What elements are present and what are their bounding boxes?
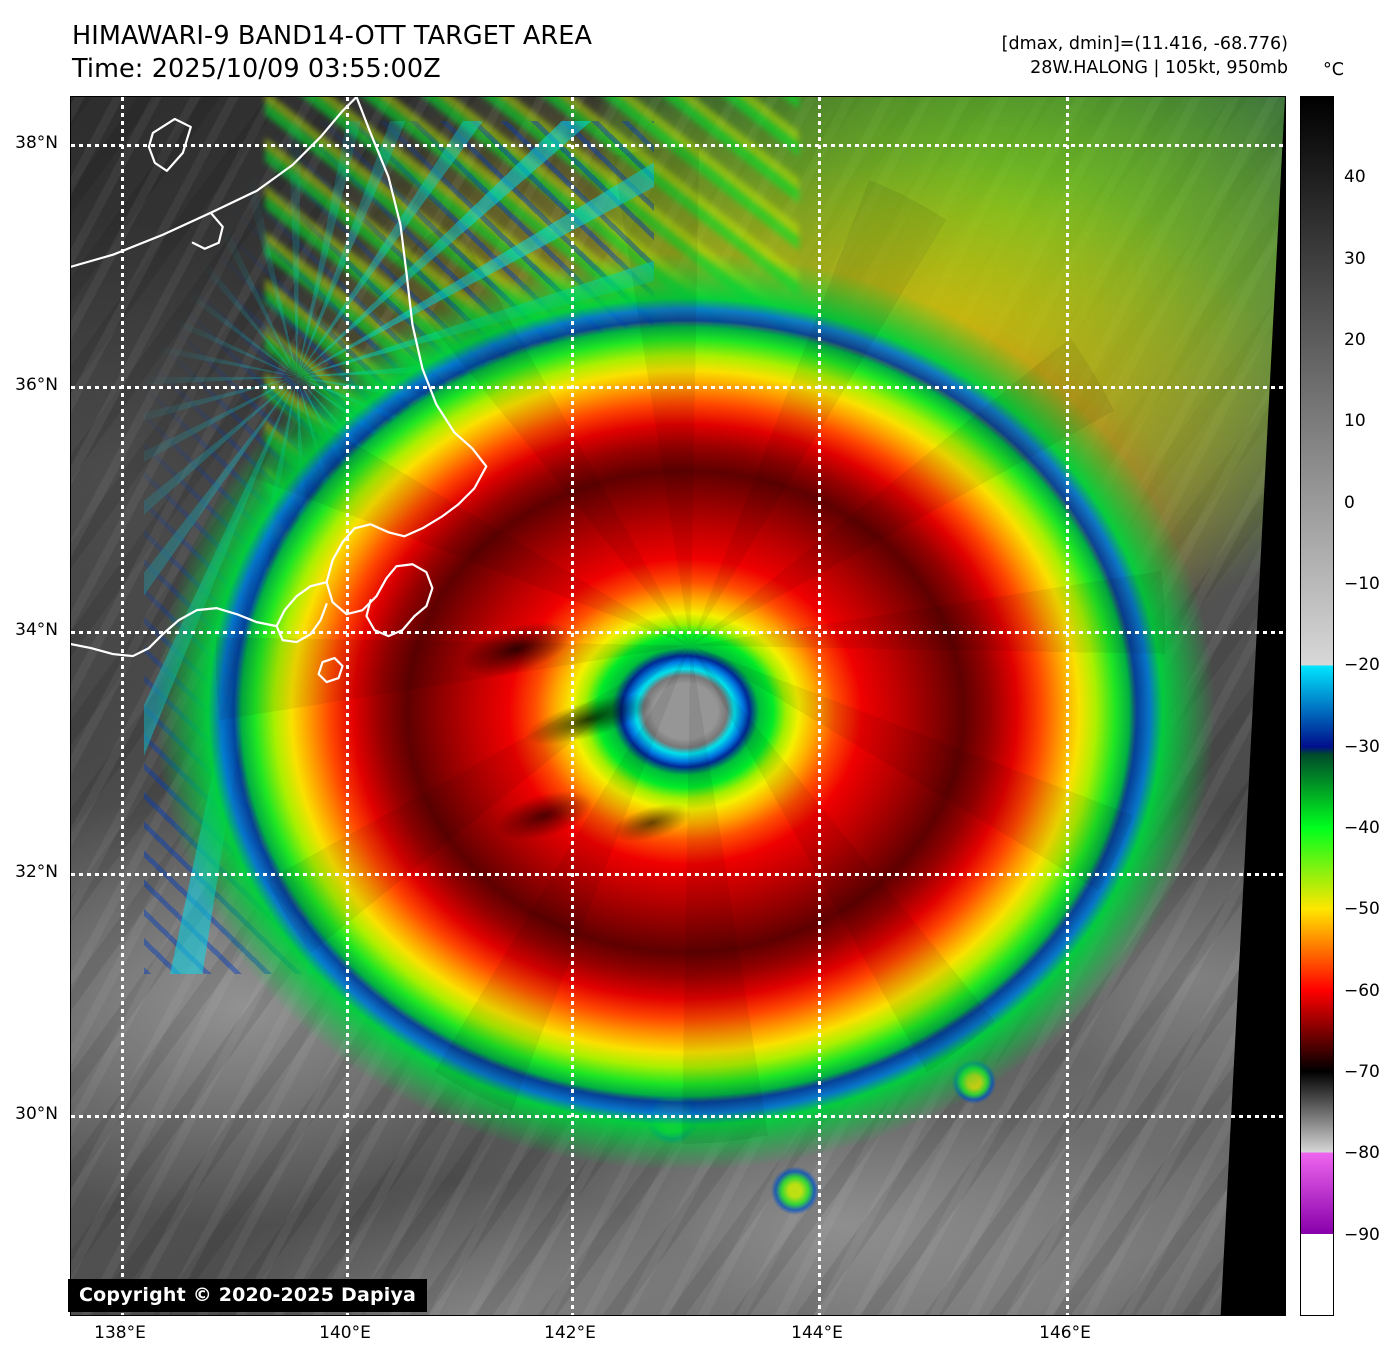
copyright-watermark: Copyright © 2020-2025 Dapiya (68, 1279, 428, 1312)
colorbar-tick-label: −30 (1344, 736, 1380, 757)
colorbar-tick-label: −90 (1344, 1224, 1380, 1245)
ytick-label: 32°N (15, 862, 58, 882)
colorbar-tick-label: −80 (1344, 1143, 1380, 1164)
satellite-image-plot (70, 96, 1286, 1316)
colorbar-tick-label: 30 (1344, 248, 1366, 269)
ytick-label: 34°N (15, 620, 58, 640)
colorbar-tick-label: −20 (1344, 655, 1380, 676)
colorbar (1300, 96, 1334, 1316)
satellite-scan-region (71, 97, 1285, 1315)
colorbar-tick-label: −40 (1344, 818, 1380, 838)
xtick-label: 146°E (1039, 1323, 1091, 1343)
timestamp-line: Time: 2025/10/09 03:55:00Z (72, 54, 441, 85)
colorbar-unit-label: °C (1323, 60, 1344, 80)
colorbar-tick-label: −70 (1344, 1062, 1380, 1082)
colorbar-tick-label: 10 (1344, 411, 1366, 432)
xtick-label: 144°E (791, 1323, 843, 1343)
colorbar-tick-label: −10 (1344, 574, 1380, 594)
colorbar-tick-label: 0 (1344, 492, 1355, 513)
ytick-label: 38°N (15, 133, 58, 153)
ytick-label: 30°N (15, 1104, 58, 1124)
colorbar-gradient (1301, 97, 1333, 1315)
xtick-label: 138°E (94, 1323, 146, 1343)
metadata-block: [dmax, dmin]=(11.416, -68.776) 28W.HALON… (1002, 32, 1288, 80)
page-title: HIMAWARI-9 BAND14-OTT TARGET AREA (72, 21, 592, 51)
ytick-label: 36°N (15, 375, 58, 395)
storm-info-label: 28W.HALONG | 105kt, 950mb (1030, 58, 1288, 79)
xtick-label: 142°E (544, 1323, 596, 1343)
colorbar-tick-label: 20 (1344, 330, 1366, 350)
title-block: HIMAWARI-9 BAND14-OTT TARGET AREA Time: … (72, 20, 592, 86)
xtick-label: 140°E (319, 1323, 371, 1343)
colorbar-tick-label: −60 (1344, 980, 1380, 1001)
colorbar-tick-label: −50 (1344, 899, 1380, 920)
data-range-label: [dmax, dmin]=(11.416, -68.776) (1001, 34, 1288, 54)
colorbar-tick-label: 40 (1344, 167, 1366, 188)
